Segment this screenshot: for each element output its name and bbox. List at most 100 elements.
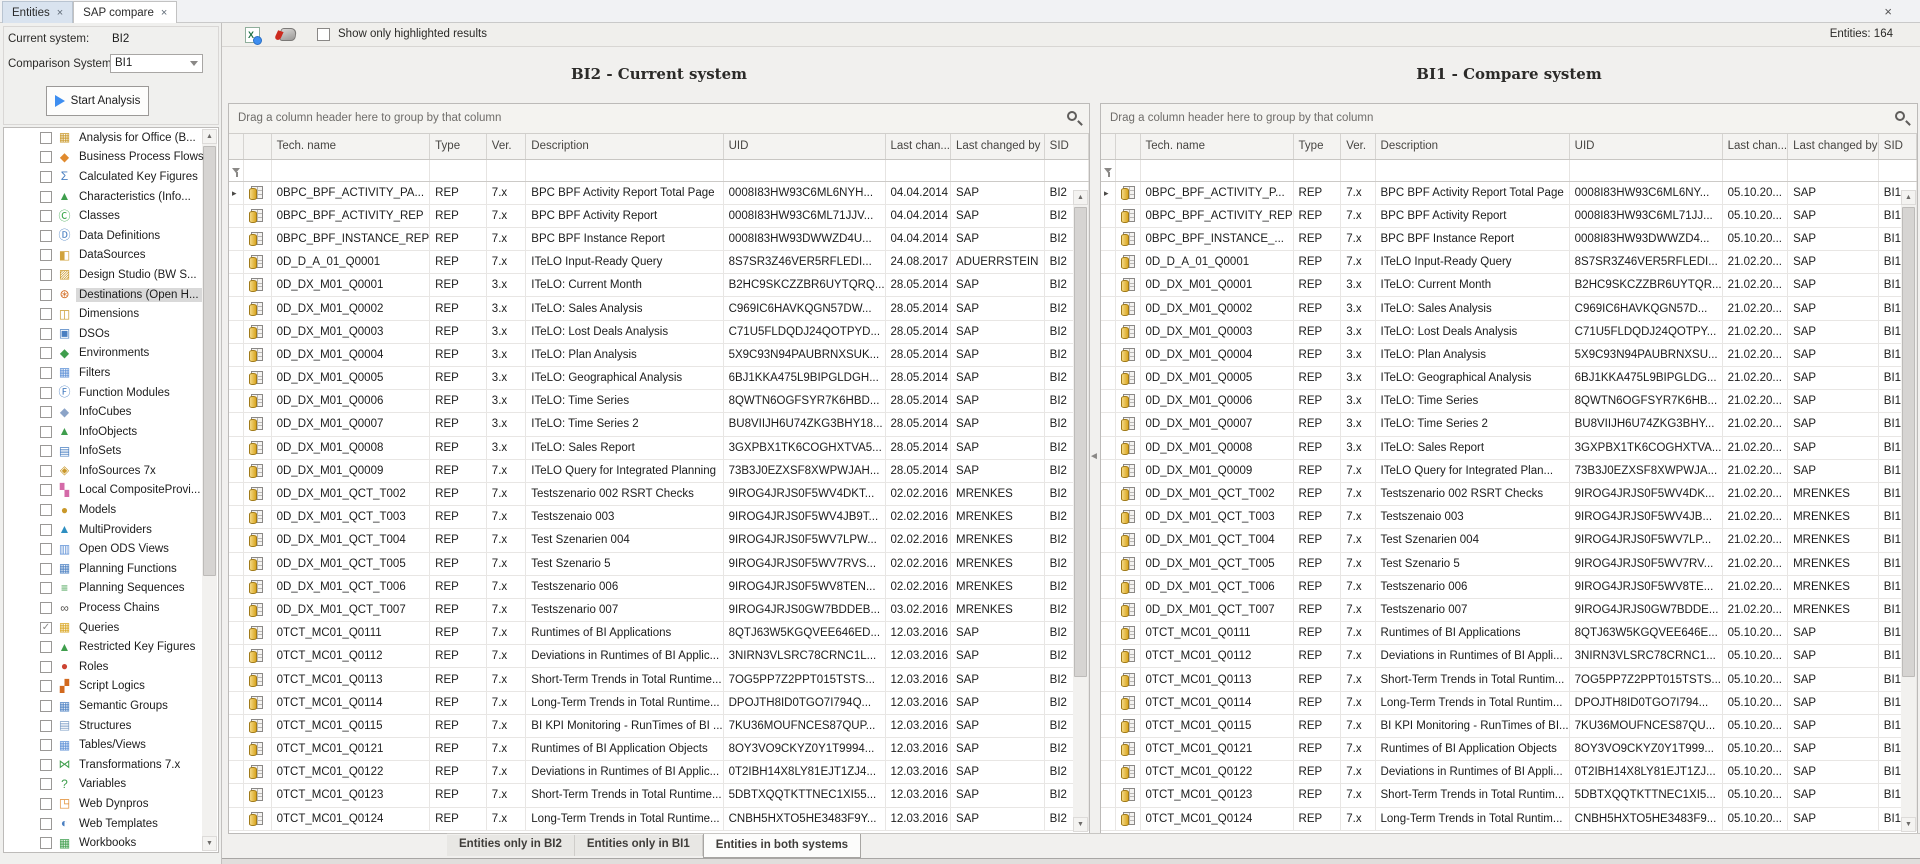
checkbox[interactable] bbox=[40, 425, 52, 438]
start-analysis-button[interactable]: Start Analysis bbox=[46, 86, 149, 116]
filter-cell-last-changed-by[interactable] bbox=[950, 159, 1045, 182]
checkbox[interactable] bbox=[40, 131, 52, 144]
sidebar-item-tables-views[interactable]: ▦ Tables/Views bbox=[4, 735, 218, 755]
sidebar-item-web-dynpros[interactable]: ◳ Web Dynpros bbox=[4, 794, 218, 814]
row-expand-cell[interactable] bbox=[1101, 737, 1116, 762]
table-row[interactable]: 0TCT_MC01_Q0114 REP 7.x Long-Term Trends in… bbox=[1101, 691, 1918, 715]
filter-cell-ver[interactable] bbox=[1340, 159, 1376, 182]
checkbox[interactable] bbox=[40, 347, 52, 360]
window-close-icon[interactable]: × bbox=[1884, 4, 1892, 19]
row-expand-cell[interactable] bbox=[1101, 552, 1116, 576]
table-row[interactable]: 0D_DX_M01_Q0003 REP 3.x ITeLO: Lost Deals A… bbox=[229, 320, 1090, 344]
row-expand-cell[interactable]: ▸ bbox=[1101, 181, 1116, 205]
row-expand-cell[interactable] bbox=[1101, 807, 1116, 831]
checkbox[interactable] bbox=[40, 739, 52, 752]
column-header-description[interactable]: Description bbox=[525, 134, 724, 160]
paint-highlight-icon[interactable] bbox=[279, 28, 297, 41]
sidebar-item-infoobjects[interactable]: ▲ InfoObjects bbox=[4, 422, 218, 442]
search-icon[interactable] bbox=[1067, 111, 1077, 121]
scroll-down-icon[interactable]: ▼ bbox=[1073, 817, 1088, 832]
grid-scrollbar[interactable]: ▲ ▼ bbox=[1901, 190, 1916, 832]
column-header-ver[interactable]: Ver. bbox=[486, 134, 527, 160]
sidebar-item-process-chains[interactable]: ∞ Process Chains bbox=[4, 598, 218, 618]
checkbox[interactable] bbox=[40, 778, 52, 791]
row-expand-cell[interactable] bbox=[1101, 250, 1116, 275]
row-expand-cell[interactable] bbox=[229, 366, 244, 391]
filter-cell-last-chan[interactable] bbox=[885, 159, 951, 182]
filter-cell-uid[interactable] bbox=[1569, 159, 1723, 182]
checkbox[interactable] bbox=[40, 210, 52, 223]
tab-entities-only-in-bi2[interactable]: Entities only in BI2 bbox=[447, 835, 575, 856]
table-row[interactable]: 0BPC_BPF_ACTIVITY_REP REP 7.x BPC BPF Activ… bbox=[1101, 204, 1918, 228]
sidebar-item-restricted-key-figures[interactable]: ▲ Restricted Key Figures bbox=[4, 637, 218, 657]
sidebar-item-semantic-groups[interactable]: ▦ Semantic Groups bbox=[4, 696, 218, 716]
sidebar-item-multiproviders[interactable]: ▲ MultiProviders bbox=[4, 520, 218, 540]
row-expand-cell[interactable] bbox=[1101, 528, 1116, 553]
checkbox[interactable] bbox=[40, 582, 52, 595]
checkbox[interactable] bbox=[40, 406, 52, 419]
sidebar-item-classes[interactable]: Ⓒ Classes bbox=[4, 206, 218, 226]
row-expand-cell[interactable] bbox=[229, 691, 244, 715]
sidebar-item-queries[interactable]: ✓ ▦ Queries bbox=[4, 618, 218, 638]
row-expand-cell[interactable] bbox=[229, 621, 244, 646]
column-header-last-changed-by[interactable]: Last changed by bbox=[950, 134, 1045, 160]
table-row[interactable]: 0D_DX_M01_Q0009 REP 7.x ITeLO Query for Int… bbox=[229, 459, 1090, 483]
table-row[interactable]: 0TCT_MC01_Q0115 REP 7.x BI KPI Monitoring -… bbox=[229, 714, 1090, 739]
filter-cell-description[interactable] bbox=[1375, 159, 1570, 182]
table-row[interactable]: 0TCT_MC01_Q0121 REP 7.x Runtimes of BI Appl… bbox=[1101, 737, 1918, 762]
table-row[interactable]: 0D_DX_M01_QCT_T007 REP 7.x Testszenario 007… bbox=[229, 598, 1090, 623]
filter-cell-tech-name[interactable] bbox=[1140, 159, 1294, 182]
column-header-tech-name[interactable]: Tech. name bbox=[271, 134, 431, 160]
table-row[interactable]: 0D_DX_M01_Q0005 REP 3.x ITeLO: Geographical… bbox=[1101, 366, 1918, 391]
table-row[interactable]: ▸ 0BPC_BPF_ACTIVITY_P... REP 7.x BPC BPF Act… bbox=[1101, 181, 1918, 205]
table-row[interactable]: 0D_DX_M01_Q0008 REP 3.x ITeLO: Sales Report… bbox=[1101, 436, 1918, 460]
expand-arrow-icon[interactable]: ▸ bbox=[1104, 187, 1109, 198]
tab-sap-compare[interactable]: SAP compare × bbox=[73, 1, 178, 23]
sidebar-item-planning-sequences[interactable]: ≡ Planning Sequences bbox=[4, 579, 218, 599]
column-header-last-changed-by[interactable]: Last changed by bbox=[1787, 134, 1879, 160]
row-expand-cell[interactable] bbox=[229, 552, 244, 576]
excel-export-icon[interactable] bbox=[245, 27, 262, 45]
column-header-last-chan[interactable]: Last chan... bbox=[885, 134, 951, 160]
table-row[interactable]: 0D_DX_M01_Q0006 REP 3.x ITeLO: Time Series 8… bbox=[1101, 389, 1918, 414]
row-expand-cell[interactable] bbox=[1101, 273, 1116, 298]
sidebar-item-destinations-open-h[interactable]: ⊛ Destinations (Open H... bbox=[4, 285, 218, 305]
checkbox[interactable] bbox=[40, 464, 52, 477]
tab-entities-only-in-bi1[interactable]: Entities only in BI1 bbox=[574, 835, 703, 856]
checkbox[interactable] bbox=[40, 504, 52, 517]
table-row[interactable]: 0D_DX_M01_QCT_T002 REP 7.x Testszenario 002… bbox=[1101, 482, 1918, 507]
row-expand-cell[interactable] bbox=[229, 250, 244, 275]
row-expand-cell[interactable] bbox=[229, 482, 244, 507]
filter-cell-last-changed-by[interactable] bbox=[1787, 159, 1879, 182]
table-row[interactable]: 0D_D_A_01_Q0001 REP 7.x ITeLO Input-Ready Q… bbox=[1101, 250, 1918, 275]
table-row[interactable]: 0TCT_MC01_Q0123 REP 7.x Short-Term Trends i… bbox=[229, 783, 1090, 808]
checkbox[interactable] bbox=[40, 797, 52, 810]
table-row[interactable]: 0D_DX_M01_Q0002 REP 3.x ITeLO: Sales Analys… bbox=[229, 296, 1090, 321]
table-row[interactable]: 0BPC_BPF_INSTANCE_REP REP 7.x BPC BPF Insta… bbox=[229, 227, 1090, 252]
column-header-description[interactable]: Description bbox=[1375, 134, 1570, 160]
table-row[interactable]: 0D_DX_M01_QCT_T006 REP 7.x Testszenario 006… bbox=[229, 575, 1090, 599]
table-row[interactable]: 0TCT_MC01_Q0112 REP 7.x Deviations in Runti… bbox=[1101, 644, 1918, 669]
row-expand-cell[interactable] bbox=[1101, 436, 1116, 460]
checkbox[interactable] bbox=[40, 327, 52, 340]
checkbox[interactable] bbox=[40, 602, 52, 615]
row-expand-cell[interactable] bbox=[229, 528, 244, 553]
scroll-up-icon[interactable]: ▲ bbox=[202, 129, 217, 144]
row-expand-cell[interactable] bbox=[1101, 296, 1116, 321]
table-row[interactable]: 0D_DX_M01_QCT_T006 REP 7.x Testszenario 006… bbox=[1101, 575, 1918, 599]
row-expand-cell[interactable] bbox=[1101, 227, 1116, 252]
sidebar-item-infosources-7x[interactable]: ◈ InfoSources 7x bbox=[4, 461, 218, 481]
sidebar-item-planning-functions[interactable]: ▦ Planning Functions bbox=[4, 559, 218, 579]
row-expand-cell[interactable] bbox=[229, 714, 244, 739]
sidebar-item-datasources[interactable]: ◧ DataSources bbox=[4, 246, 218, 266]
table-row[interactable]: 0TCT_MC01_Q0112 REP 7.x Deviations in Runti… bbox=[229, 644, 1090, 669]
sidebar-item-script-logics[interactable]: ▞ Script Logics bbox=[4, 677, 218, 697]
checkbox[interactable] bbox=[40, 523, 52, 536]
sidebar-item-design-studio-bw-s[interactable]: ▨ Design Studio (BW S... bbox=[4, 265, 218, 285]
tab-entities-in-both-systems[interactable]: Entities in both systems bbox=[702, 834, 862, 858]
scroll-down-icon[interactable]: ▼ bbox=[202, 836, 217, 851]
row-expand-cell[interactable] bbox=[229, 737, 244, 762]
scrollbar-thumb[interactable] bbox=[203, 146, 216, 576]
filter-cell-last-chan[interactable] bbox=[1722, 159, 1789, 182]
filter-cell-ver[interactable] bbox=[486, 159, 527, 182]
